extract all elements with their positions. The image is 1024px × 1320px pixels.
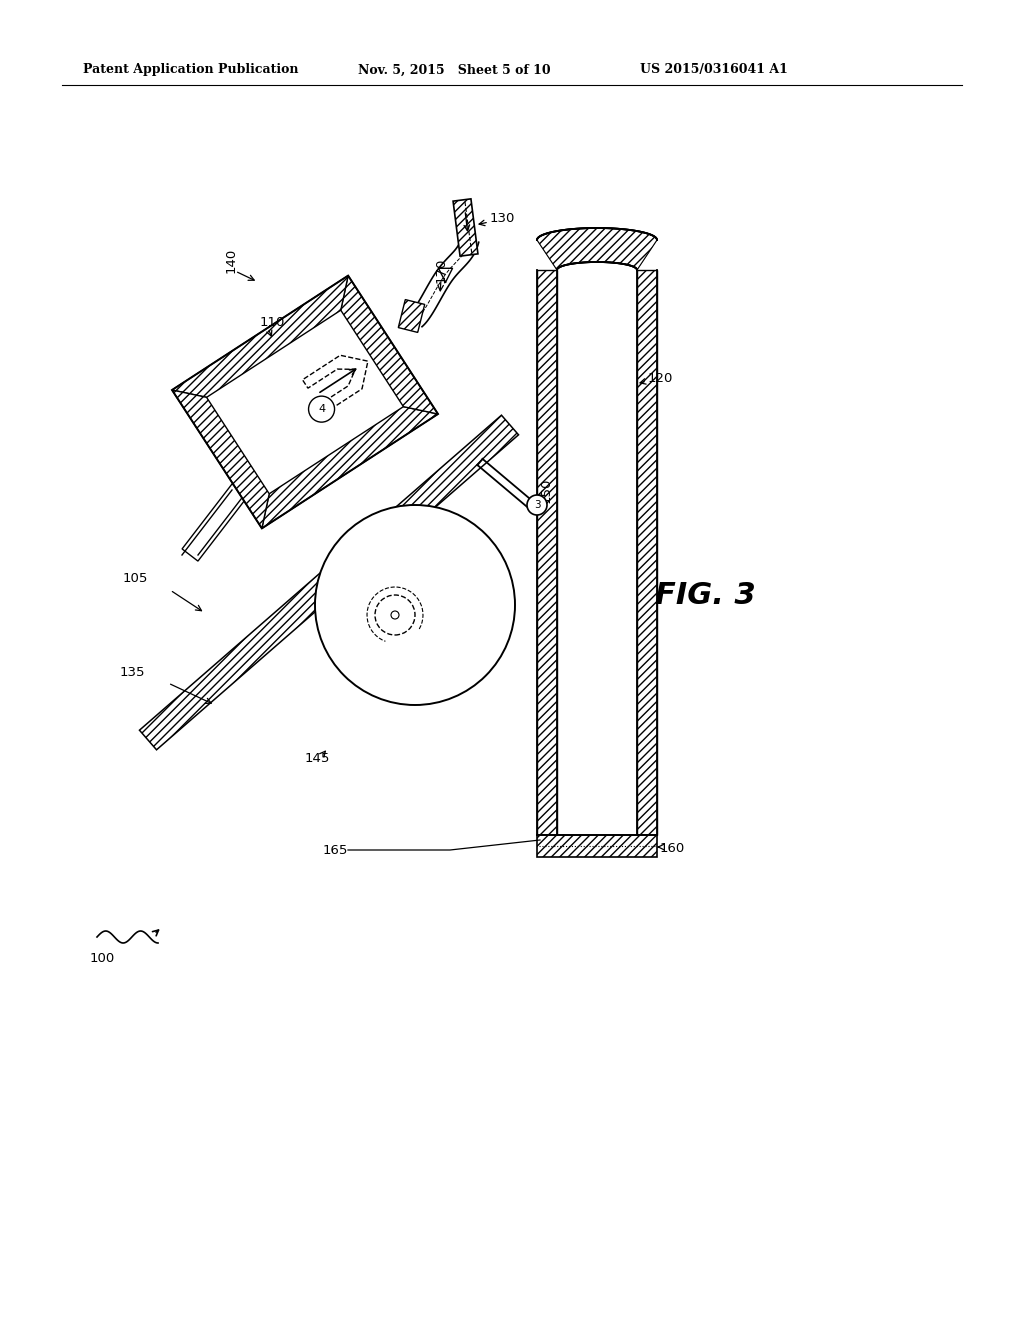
Polygon shape bbox=[375, 618, 402, 642]
Text: 110: 110 bbox=[260, 315, 286, 329]
Text: 3: 3 bbox=[534, 500, 541, 510]
Text: US 2015/0316041 A1: US 2015/0316041 A1 bbox=[640, 63, 787, 77]
Circle shape bbox=[308, 396, 335, 422]
Text: 135: 135 bbox=[120, 665, 145, 678]
Text: 160: 160 bbox=[660, 842, 685, 854]
Text: 120: 120 bbox=[648, 371, 674, 384]
Circle shape bbox=[391, 611, 399, 619]
Text: Nov. 5, 2015   Sheet 5 of 10: Nov. 5, 2015 Sheet 5 of 10 bbox=[358, 63, 551, 77]
Circle shape bbox=[375, 595, 415, 635]
Polygon shape bbox=[262, 407, 438, 528]
Polygon shape bbox=[537, 246, 657, 836]
Text: 145: 145 bbox=[305, 751, 331, 764]
Text: 115: 115 bbox=[348, 528, 374, 541]
Polygon shape bbox=[453, 199, 478, 256]
Polygon shape bbox=[341, 276, 438, 414]
Polygon shape bbox=[398, 300, 425, 333]
Polygon shape bbox=[139, 416, 518, 750]
Polygon shape bbox=[637, 271, 657, 836]
Text: 150: 150 bbox=[540, 478, 553, 503]
Polygon shape bbox=[537, 836, 657, 857]
Circle shape bbox=[315, 506, 515, 705]
Text: 4: 4 bbox=[318, 404, 325, 414]
Polygon shape bbox=[172, 389, 269, 528]
Polygon shape bbox=[537, 271, 557, 836]
Text: Patent Application Publication: Patent Application Publication bbox=[83, 63, 299, 77]
Circle shape bbox=[527, 495, 547, 515]
Polygon shape bbox=[172, 276, 348, 397]
Ellipse shape bbox=[537, 243, 657, 267]
Text: 170: 170 bbox=[435, 257, 449, 282]
Text: 165: 165 bbox=[323, 843, 348, 857]
Text: 100: 100 bbox=[90, 952, 116, 965]
Text: 130: 130 bbox=[490, 211, 515, 224]
Polygon shape bbox=[207, 310, 403, 494]
Polygon shape bbox=[182, 484, 248, 561]
Text: FIG. 3: FIG. 3 bbox=[655, 581, 756, 610]
Text: 105: 105 bbox=[123, 572, 148, 585]
Text: 140: 140 bbox=[225, 247, 238, 273]
Polygon shape bbox=[537, 228, 657, 271]
